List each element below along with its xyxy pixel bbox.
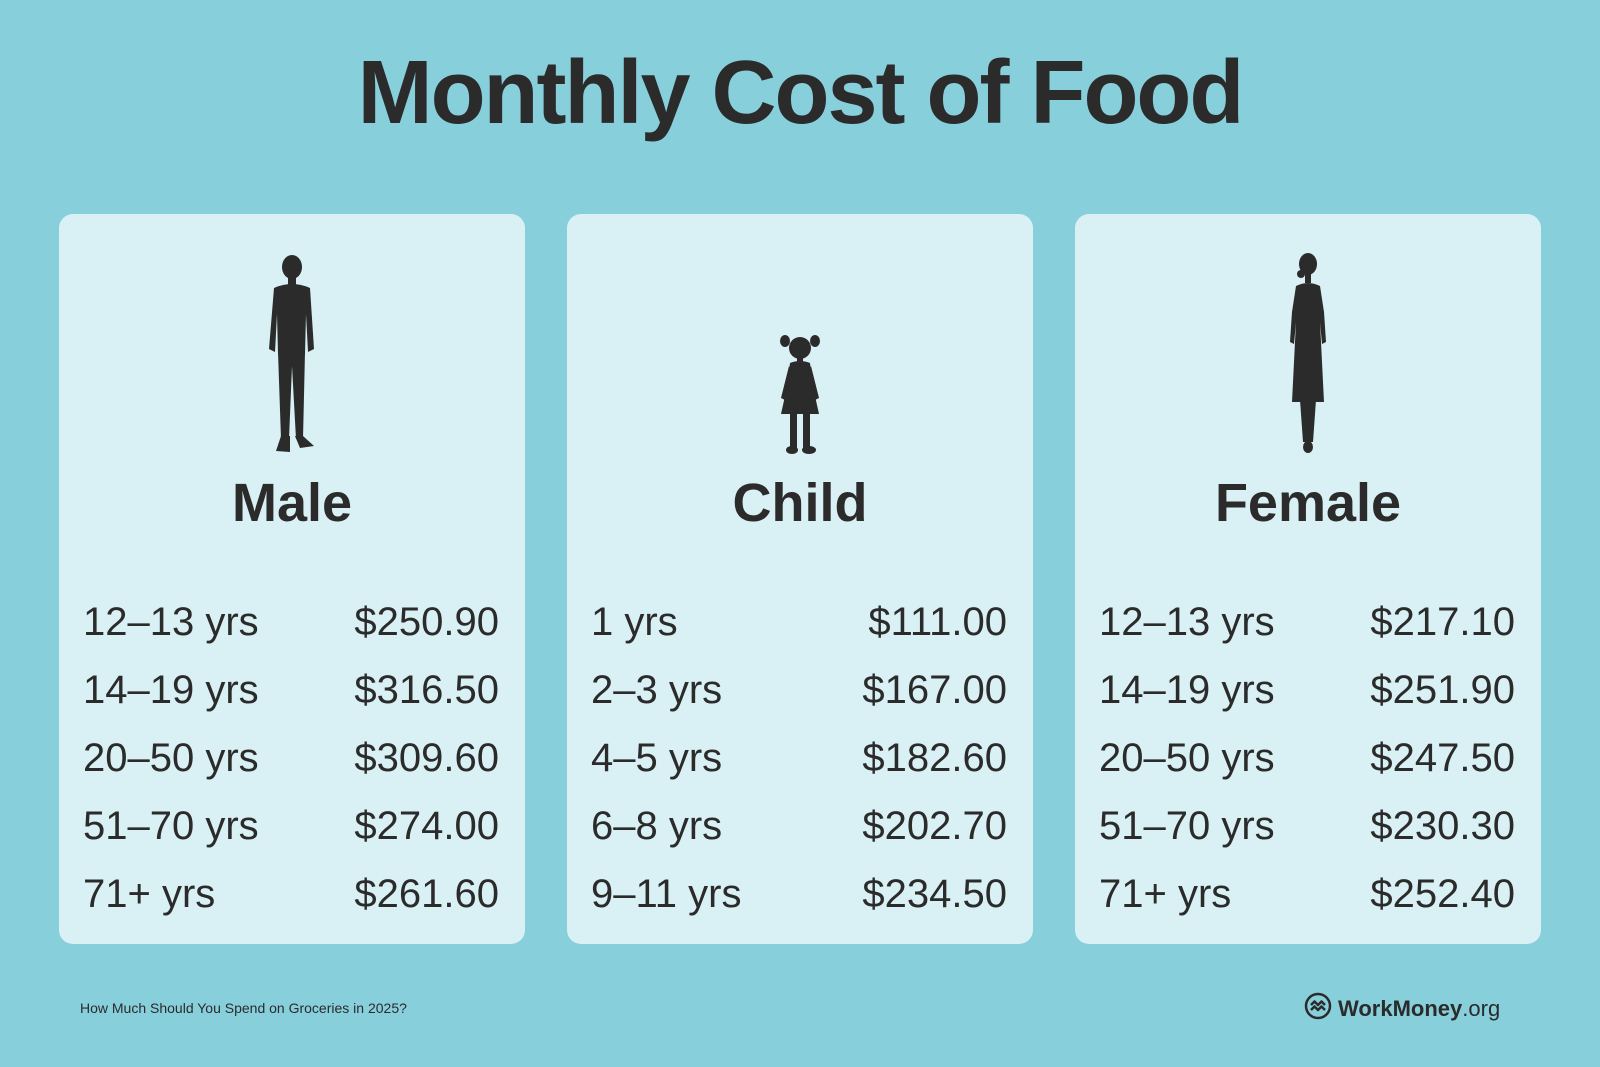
cost-value: $202.70 [862, 804, 1007, 848]
cost-list: 12–13 yrs $217.10 14–19 yrs $251.90 20–50 … [1099, 588, 1515, 928]
cost-value: $274.00 [354, 804, 499, 848]
cost-value: $111.00 [868, 600, 1007, 644]
logo-text-light: .org [1462, 996, 1501, 1021]
female-card: Female 12–13 yrs $217.10 14–19 yrs $251.90… [1075, 214, 1541, 944]
list-item: 20–50 yrs $247.50 [1099, 724, 1515, 792]
list-item: 51–70 yrs $230.30 [1099, 792, 1515, 860]
workmoney-logo-icon [1304, 992, 1332, 1026]
cost-value: $251.90 [1370, 668, 1515, 712]
list-item: 12–13 yrs $250.90 [83, 588, 499, 656]
age-label: 71+ yrs [1099, 872, 1232, 916]
age-label: 20–50 yrs [1099, 736, 1275, 780]
card-title-male: Male [231, 473, 353, 533]
age-label: 9–11 yrs [591, 872, 742, 916]
age-label: 12–13 yrs [1099, 600, 1275, 644]
cost-value: $250.90 [354, 600, 499, 644]
list-item: 9–11 yrs $234.50 [591, 860, 1007, 928]
age-label: 1 yrs [591, 600, 678, 644]
logo-text-bold: WorkMoney [1338, 996, 1463, 1021]
list-item: 12–13 yrs $217.10 [1099, 588, 1515, 656]
workmoney-logo: WorkMoney.org [1304, 992, 1500, 1026]
cost-value: $234.50 [862, 872, 1007, 916]
cost-value: $247.50 [1370, 736, 1515, 780]
footer-caption: How Much Should You Spend on Groceries i… [80, 1000, 407, 1016]
list-item: 20–50 yrs $309.60 [83, 724, 499, 792]
age-label: 51–70 yrs [1099, 804, 1275, 848]
age-label: 12–13 yrs [83, 600, 259, 644]
list-item: 14–19 yrs $316.50 [83, 656, 499, 724]
card-title-child: Child [732, 473, 868, 533]
age-label: 20–50 yrs [83, 736, 259, 780]
child-card: Child 1 yrs $111.00 2–3 yrs $167.00 4–5 yr… [567, 214, 1033, 944]
list-item: 71+ yrs $261.60 [83, 860, 499, 928]
cost-value: $252.40 [1370, 872, 1515, 916]
cost-value: $182.60 [862, 736, 1007, 780]
cost-value: $309.60 [354, 736, 499, 780]
age-label: 14–19 yrs [83, 668, 259, 712]
man-silhouette-icon [59, 244, 525, 454]
list-item: 1 yrs $111.00 [591, 588, 1007, 656]
age-label: 4–5 yrs [591, 736, 723, 780]
list-item: 2–3 yrs $167.00 [591, 656, 1007, 724]
list-item: 71+ yrs $252.40 [1099, 860, 1515, 928]
cost-value: $167.00 [862, 668, 1007, 712]
age-label: 6–8 yrs [591, 804, 723, 848]
cost-value: $316.50 [354, 668, 499, 712]
girl-silhouette-icon [567, 244, 1033, 454]
card-title-female: Female [1214, 473, 1402, 533]
cost-value: $217.10 [1370, 600, 1515, 644]
cost-list: 12–13 yrs $250.90 14–19 yrs $316.50 20–50 … [83, 588, 499, 928]
age-label: 2–3 yrs [591, 668, 723, 712]
age-label: 71+ yrs [83, 872, 216, 916]
age-label: 14–19 yrs [1099, 668, 1275, 712]
age-label: 51–70 yrs [83, 804, 259, 848]
list-item: 51–70 yrs $274.00 [83, 792, 499, 860]
list-item: 4–5 yrs $182.60 [591, 724, 1007, 792]
cost-value: $261.60 [354, 872, 499, 916]
page-title: Monthly Cost of Food [357, 43, 1245, 143]
cost-list: 1 yrs $111.00 2–3 yrs $167.00 4–5 yrs $182.… [591, 588, 1007, 928]
cost-value: $230.30 [1370, 804, 1515, 848]
list-item: 6–8 yrs $202.70 [591, 792, 1007, 860]
list-item: 14–19 yrs $251.90 [1099, 656, 1515, 724]
woman-silhouette-icon [1075, 244, 1541, 454]
male-card: Male 12–13 yrs $250.90 14–19 yrs $316.50 2… [59, 214, 525, 944]
